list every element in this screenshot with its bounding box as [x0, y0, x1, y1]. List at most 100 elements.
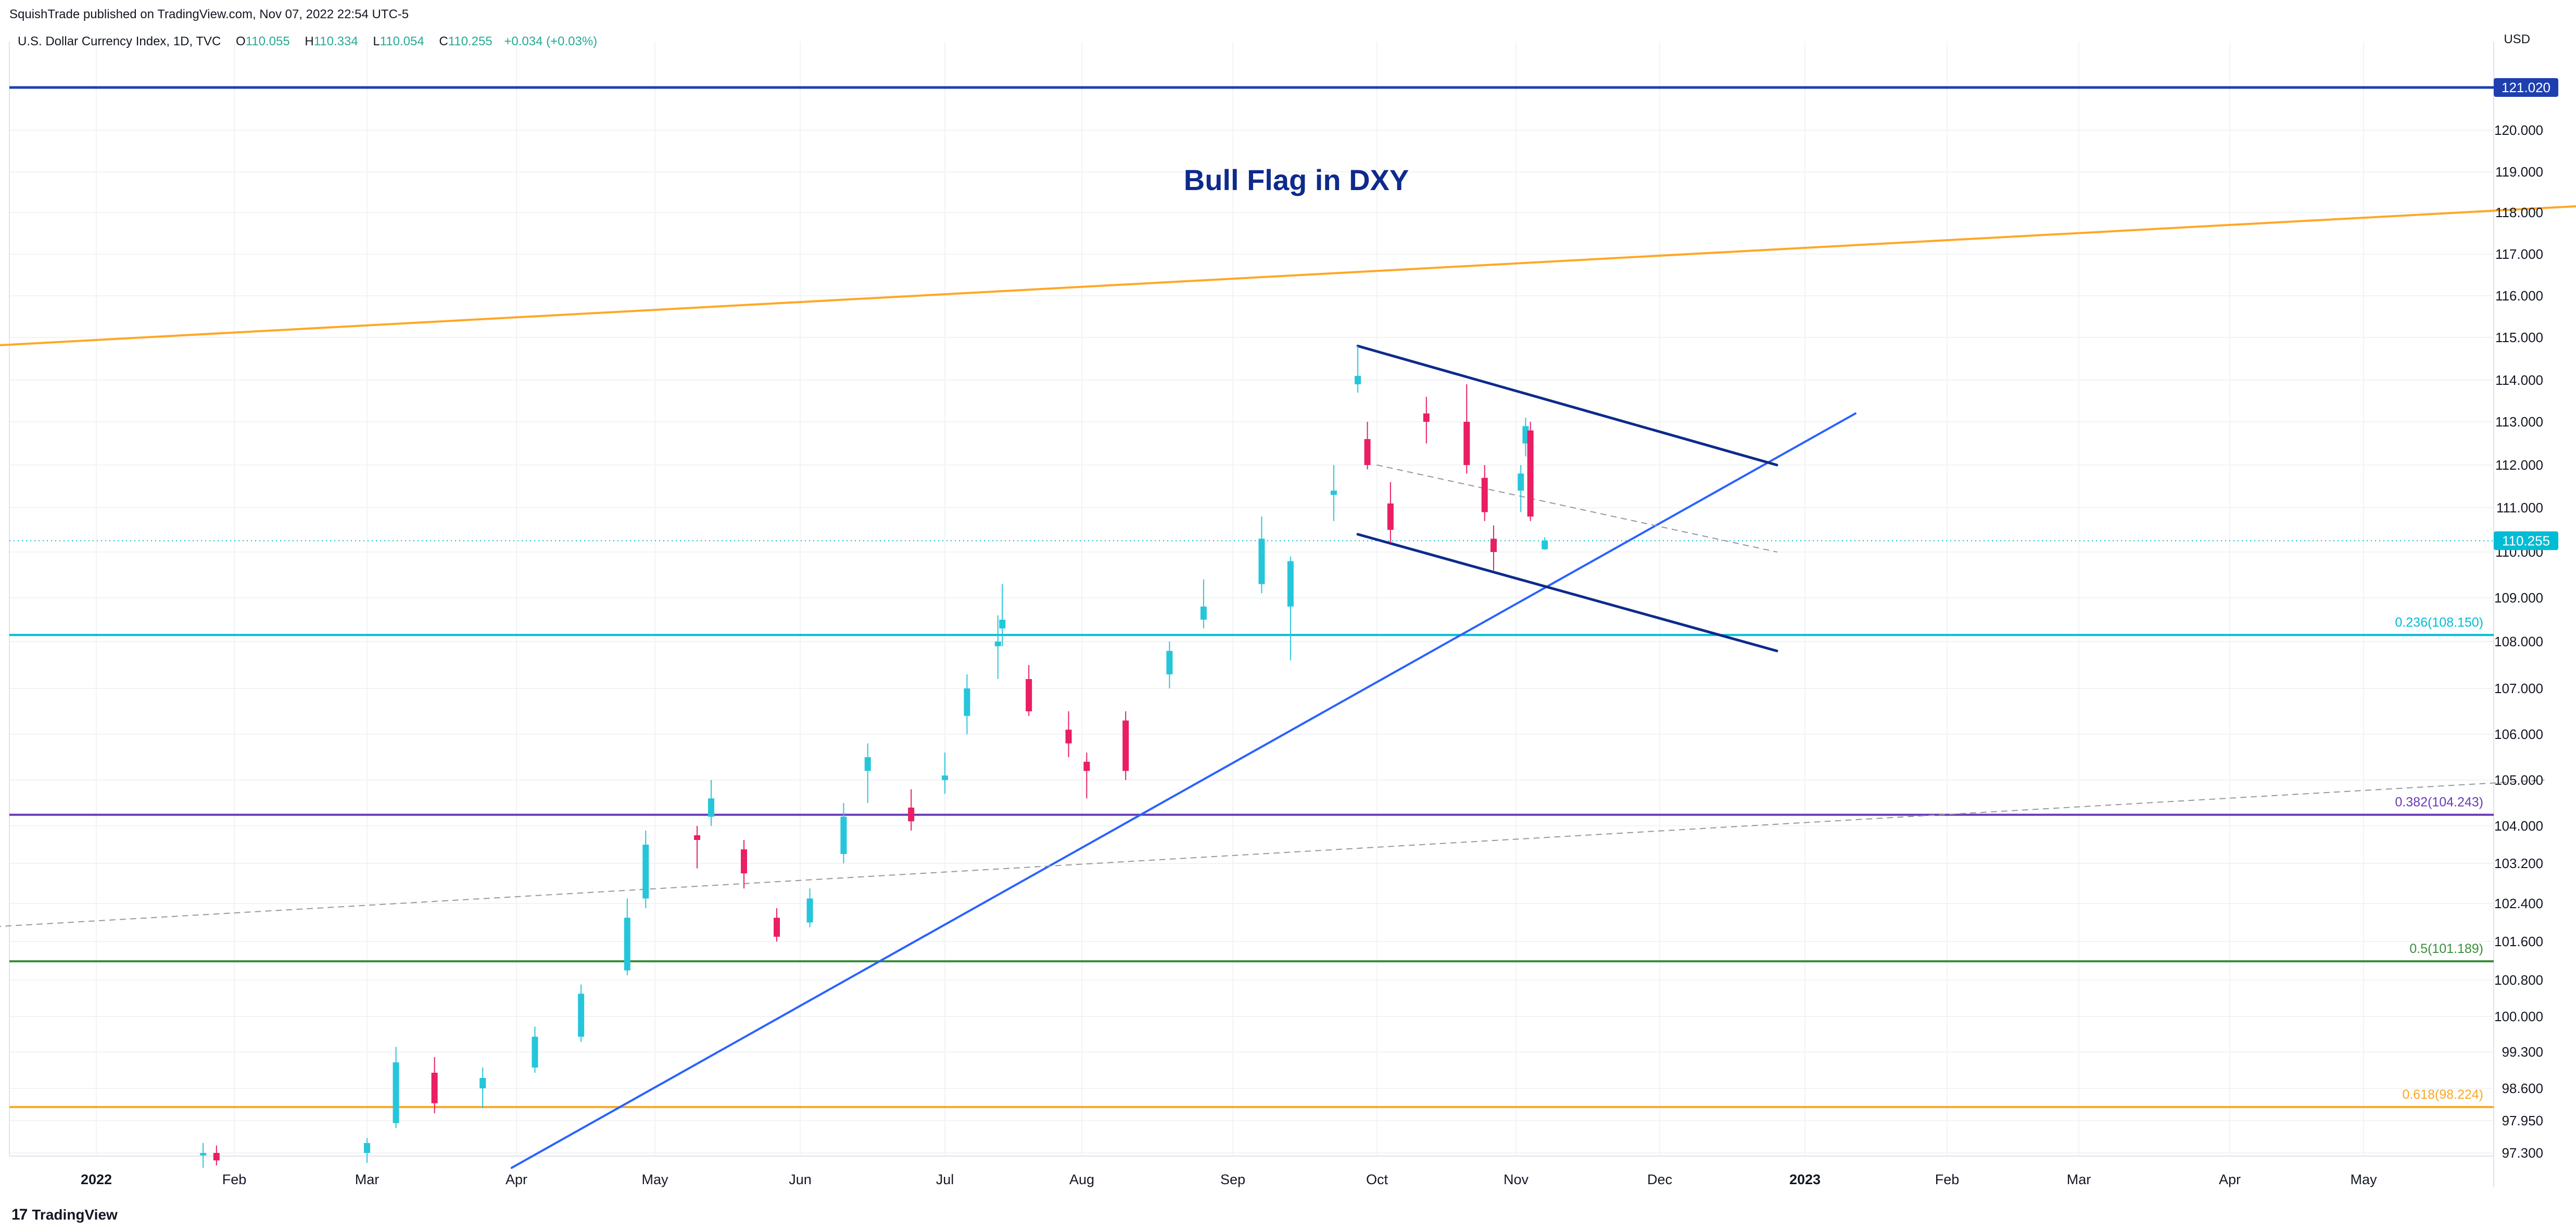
price-tick-label: 100.000: [2494, 1009, 2543, 1024]
time-tick-label: Sep: [1220, 1172, 1245, 1187]
candle-body: [908, 807, 915, 822]
price-tick-label: 100.800: [2494, 972, 2543, 988]
candle-body: [1166, 651, 1173, 674]
price-badge: [2494, 531, 2558, 550]
candle-body: [1481, 478, 1488, 512]
time-tick-label: Jun: [789, 1172, 812, 1187]
price-badge: [2494, 78, 2558, 97]
price-tick-label: 107.000: [2494, 681, 2543, 696]
price-tick-label: 106.000: [2494, 726, 2543, 742]
price-tick-label: 99.300: [2502, 1044, 2543, 1060]
time-tick-label: Apr: [2219, 1172, 2241, 1187]
time-tick-label: Mar: [355, 1172, 380, 1187]
price-tick-label: 113.000: [2495, 414, 2543, 430]
brand-name: TradingView: [32, 1207, 118, 1223]
fib-level-label: 0.618(98.224): [2402, 1087, 2483, 1102]
candle-body: [1330, 491, 1337, 495]
candle-body: [840, 817, 847, 854]
candle-body: [1122, 720, 1129, 771]
price-tick-label: 102.400: [2494, 896, 2543, 911]
candle-body: [624, 918, 630, 971]
price-tick-label: 108.000: [2494, 634, 2543, 649]
symbol-legend: U.S. Dollar Currency Index, 1D, TVC O110…: [18, 34, 597, 49]
trendline-mid-trend: [0, 780, 2545, 927]
time-tick-label: Jul: [936, 1172, 954, 1187]
high-label: H: [305, 34, 314, 48]
price-tick-label: 105.000: [2494, 772, 2543, 788]
tradingview-logo-icon: 17: [11, 1206, 28, 1223]
open-label: O: [236, 34, 246, 48]
candle-body: [708, 798, 714, 817]
candle-body: [1355, 375, 1361, 384]
time-tick-label: Feb: [1935, 1172, 1960, 1187]
time-tick-label: 2023: [1789, 1172, 1821, 1187]
candle-body: [200, 1153, 207, 1156]
symbol-name[interactable]: U.S. Dollar Currency Index, 1D, TVC: [18, 34, 221, 48]
time-tick-label: Feb: [222, 1172, 247, 1187]
candle-body: [942, 775, 948, 780]
candle-body: [642, 845, 649, 899]
candle-body: [479, 1078, 486, 1088]
candle-body: [1026, 679, 1032, 711]
candle-body: [1518, 473, 1524, 491]
price-badge-label: 121.020: [2502, 80, 2550, 95]
trendline-flag-mid: [1377, 465, 1777, 553]
price-tick-label: 103.200: [2494, 856, 2543, 871]
publisher-header: SquishTrade published on TradingView.com…: [9, 7, 409, 21]
footer-brand[interactable]: 17 TradingView: [11, 1206, 118, 1224]
trendlines: [0, 205, 2576, 1169]
candle-body: [999, 620, 1006, 629]
fib-level-label: 0.236(108.150): [2395, 615, 2483, 630]
time-tick-label: Apr: [506, 1172, 527, 1187]
close-label: C: [439, 34, 448, 48]
price-and-time-axes: 120.000 119.000 118.000 117.000 116.000 115.0…: [81, 78, 2558, 1187]
candle-body: [1423, 413, 1430, 422]
open-value: 110.055: [245, 34, 290, 48]
candle-body: [864, 757, 871, 771]
trendline-rising-support: [510, 412, 1857, 1169]
candle-body: [364, 1143, 370, 1153]
candle-body: [774, 918, 780, 937]
price-tick-label: 114.000: [2495, 372, 2543, 388]
high-value: 110.334: [313, 34, 358, 48]
candle-body: [1083, 761, 1090, 771]
candle-body: [1287, 561, 1294, 607]
candle-body: [1542, 540, 1548, 549]
time-tick-label: Aug: [1069, 1172, 1094, 1187]
candle-body: [1258, 538, 1265, 584]
price-tick-label: 117.000: [2495, 246, 2543, 262]
price-tick-label: 111.000: [2496, 500, 2543, 516]
trendline-flag-upper: [1356, 344, 1778, 467]
price-tick-label: 119.000: [2495, 164, 2543, 180]
candlestick-series: [200, 346, 1548, 1168]
trendline-flag-lower: [1356, 533, 1778, 652]
low-value: 110.054: [380, 34, 424, 48]
chart-title: Bull Flag in DXY: [1184, 164, 1409, 196]
price-tick-label: 98.600: [2502, 1081, 2543, 1096]
candle-body: [1065, 730, 1072, 744]
price-tick-label: 115.000: [2495, 330, 2543, 345]
close-value: 110.255: [448, 34, 493, 48]
candle-body: [1490, 538, 1497, 552]
candle-body: [694, 835, 700, 840]
candle-body: [1364, 439, 1371, 465]
time-tick-label: 2022: [81, 1172, 112, 1187]
candle-body: [532, 1036, 538, 1068]
currency-label[interactable]: USD: [2504, 32, 2530, 46]
fib-level-label: 0.5(101.189): [2409, 942, 2483, 956]
time-tick-label: May: [2350, 1172, 2377, 1187]
time-tick-label: Oct: [1366, 1172, 1388, 1187]
fibonacci-levels: 0.236(108.150) 0.382(104.243) 0.5(101.189)…: [9, 86, 2494, 1108]
candle-body: [1463, 422, 1470, 465]
candle-body: [1387, 503, 1394, 530]
time-tick-label: May: [641, 1172, 668, 1187]
time-tick-label: Mar: [2067, 1172, 2091, 1187]
time-tick-label: Nov: [1504, 1172, 1529, 1187]
price-badge-label: 110.255: [2502, 533, 2550, 548]
trendline-orange-long-term: [0, 205, 2576, 346]
price-tick-label: 116.000: [2495, 288, 2543, 304]
change-value: +0.034 (+0.03%): [504, 34, 598, 48]
time-tick-label: Dec: [1647, 1172, 1672, 1187]
candle-body: [431, 1073, 438, 1103]
